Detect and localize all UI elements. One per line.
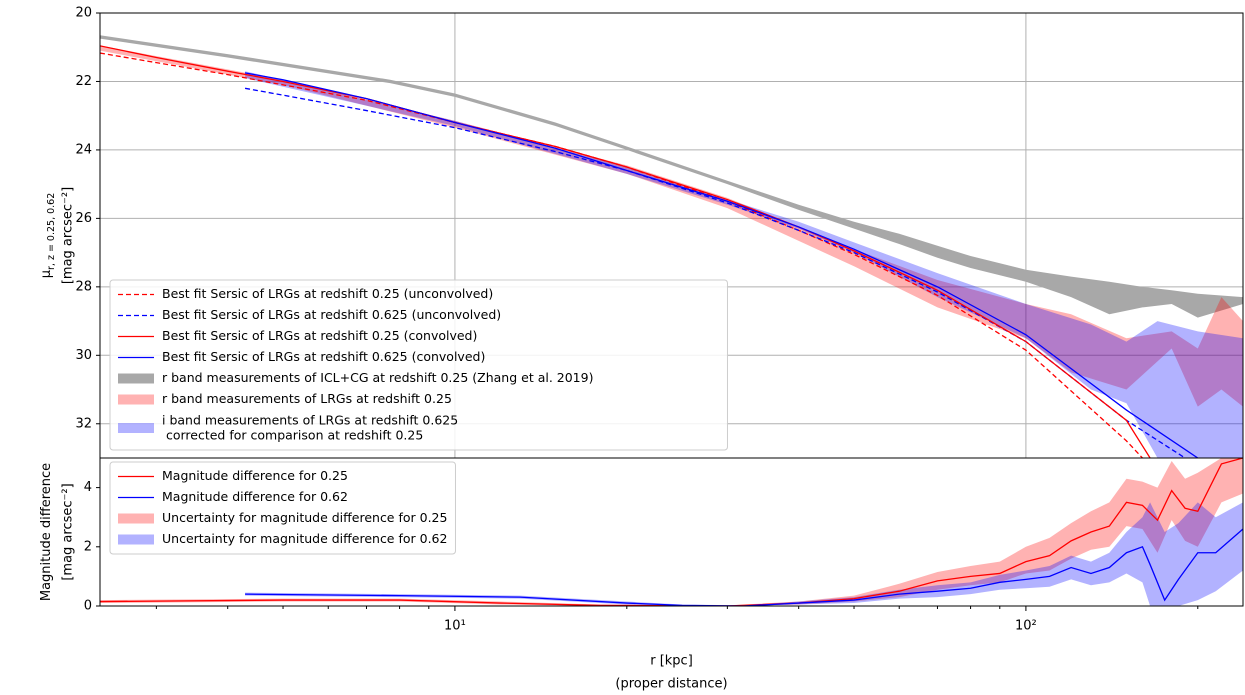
- legend-swatch: [118, 534, 154, 545]
- y-tick-label: 0: [84, 599, 92, 614]
- legend-label: Best fit Sersic of LRGs at redshift 0.25…: [162, 286, 493, 301]
- legend: Magnitude difference for 0.25 Magnitude d…: [109, 461, 456, 555]
- x-tick-label: 10²: [1015, 619, 1037, 634]
- y-axis-label: [mag arcsec⁻²]: [61, 187, 76, 284]
- band: [100, 45, 1243, 407]
- legend-label: Best fit Sersic of LRGs at redshift 0.62…: [162, 307, 501, 322]
- y-axis-label-sub: r, z = 0.25, 0.62: [46, 193, 57, 270]
- legend-label: Best fit Sersic of LRGs at redshift 0.25…: [162, 328, 477, 343]
- legend-label: Uncertainty for magnitude difference for…: [162, 510, 447, 525]
- y-tick-label: 28: [75, 279, 92, 294]
- legend-label: Uncertainty for magnitude difference for…: [162, 531, 447, 546]
- y-tick-label: 32: [75, 416, 92, 431]
- legend-swatch: [118, 394, 154, 405]
- legend-label: Best fit Sersic of LRGs at redshift 0.62…: [162, 349, 485, 364]
- y-axis-label: Magnitude difference: [39, 463, 54, 601]
- line: [100, 45, 1151, 458]
- legend-swatch: [118, 423, 154, 433]
- band: [245, 502, 1243, 606]
- x-tick-label: 10¹: [444, 619, 466, 634]
- legend-box: [109, 461, 456, 555]
- y-tick-label: 24: [75, 142, 92, 157]
- y-tick-label: 30: [75, 348, 92, 363]
- band: [245, 71, 1243, 458]
- legend-box: [109, 279, 728, 451]
- legend-swatch: [118, 513, 154, 524]
- axes-frame: [99, 457, 1244, 607]
- band: [100, 458, 1243, 606]
- y-tick-label: 22: [75, 74, 92, 89]
- y-tick-label: 20: [75, 6, 92, 21]
- line: [100, 458, 1243, 606]
- plot-area: [100, 458, 1243, 606]
- legend-label: Magnitude difference for 0.25: [162, 468, 348, 483]
- y-axis-label-main: μ: [39, 270, 54, 278]
- y-tick-label: 4: [84, 480, 92, 495]
- legend-swatch: [118, 373, 154, 384]
- line: [245, 528, 1243, 606]
- y-axis-label: [mag arcsec⁻²]: [61, 483, 76, 580]
- line: [244, 72, 1199, 458]
- x-axis-label: r [kpc]: [650, 654, 693, 669]
- y-axis-label: μr, z = 0.25, 0.62: [39, 193, 58, 279]
- y-tick-label: 26: [75, 211, 92, 226]
- band: [100, 35, 1243, 318]
- legend-label: r band measurements of LRGs at redshift …: [162, 391, 452, 406]
- x-axis-label: (proper distance): [615, 677, 727, 692]
- legend-label: r band measurements of ICL+CG at redshif…: [162, 370, 593, 385]
- legend-label: i band measurements of LRGs at redshift …: [162, 412, 458, 442]
- legend-label: Magnitude difference for 0.62: [162, 489, 348, 504]
- y-tick-label: 2: [84, 539, 92, 554]
- y-axis-label-main: Magnitude difference: [39, 463, 54, 601]
- legend: Best fit Sersic of LRGs at redshift 0.25…: [109, 279, 728, 451]
